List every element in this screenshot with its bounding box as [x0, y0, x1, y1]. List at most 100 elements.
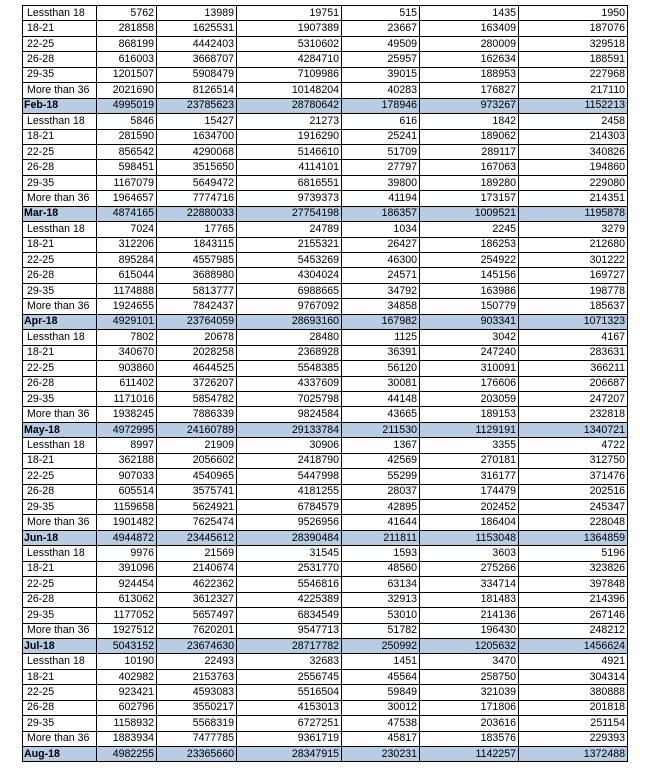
table-cell: 615044 — [96, 267, 157, 284]
table-cell: 26427 — [341, 236, 420, 254]
table-cell: 5447998 — [236, 468, 342, 485]
table-cell: 6834549 — [236, 607, 342, 624]
table-cell: 2418790 — [236, 452, 342, 470]
table-cell: 340826 — [518, 143, 628, 161]
table-cell: 202452 — [419, 498, 519, 516]
table-cell: 185637 — [518, 298, 628, 315]
table-cell: 36391 — [341, 344, 420, 362]
table-cell: 254922 — [419, 251, 519, 269]
age-group-label: 22-25 — [22, 684, 97, 701]
table-cell: 2140674 — [156, 560, 237, 578]
table-cell: 9739373 — [236, 190, 342, 207]
table-cell: 167063 — [419, 159, 519, 176]
table-row: 29-35 1177052 5657497 6834549 53010 214136 267… — [22, 607, 628, 624]
table-cell: 2458 — [518, 113, 628, 130]
age-group-data-table: Lessthan 18 5762 13989 19751 515 1435 1950 18-2… — [22, 4, 628, 763]
table-cell: 1171016 — [96, 390, 157, 408]
table-cell: 39015 — [341, 66, 420, 84]
table-cell: 167982 — [341, 313, 420, 331]
table-cell: 5196 — [518, 545, 628, 562]
table-cell: 6988665 — [236, 282, 342, 300]
age-group-label: 26-28 — [22, 375, 97, 392]
table-cell: 51709 — [341, 143, 420, 161]
table-cell: 41194 — [341, 190, 420, 207]
table-row: 18-21 312206 1843115 2155321 26427 186253 2126… — [22, 236, 628, 254]
table-cell: 301222 — [518, 251, 628, 269]
age-group-label: More than 36 — [22, 406, 97, 423]
table-cell: 186404 — [419, 514, 519, 531]
table-cell: 145156 — [419, 267, 519, 284]
table-cell: 28347915 — [236, 745, 342, 763]
age-group-label: More than 36 — [22, 622, 97, 639]
table-cell: 23785623 — [156, 97, 237, 115]
month-label: Mar-18 — [22, 205, 97, 223]
table-cell: 162634 — [419, 51, 519, 68]
table-cell: 895284 — [96, 251, 157, 269]
table-cell: 4114101 — [236, 159, 342, 176]
month-label: Jun-18 — [22, 529, 97, 547]
table-cell: 3612327 — [156, 591, 237, 609]
table-cell: 27797 — [341, 159, 420, 176]
table-cell: 4290068 — [156, 143, 237, 161]
table-cell: 1451 — [341, 653, 420, 670]
table-cell: 5548385 — [236, 360, 342, 377]
table-cell: 176827 — [419, 82, 519, 99]
table-cell: 13989 — [156, 4, 237, 22]
table-cell: 1125 — [341, 329, 420, 346]
table-cell: 1907389 — [236, 20, 342, 37]
table-cell: 15427 — [156, 113, 237, 130]
table-cell: 1152213 — [518, 97, 628, 115]
table-cell: 270181 — [419, 452, 519, 470]
table-cell: 7025798 — [236, 390, 342, 408]
age-group-label: 26-28 — [22, 51, 97, 68]
table-cell: 340670 — [96, 344, 157, 362]
table-cell: 7620201 — [156, 622, 237, 639]
table-row: 26-28 613062 3612327 4225389 32913 181483 2143… — [22, 591, 628, 609]
table-cell: 391096 — [96, 560, 157, 578]
table-cell: 214351 — [518, 190, 628, 207]
age-group-label: 29-35 — [22, 282, 97, 300]
table-cell: 24789 — [236, 221, 342, 238]
table-cell: 7802 — [96, 329, 157, 346]
table-cell: 321039 — [419, 684, 519, 701]
table-cell: 45817 — [341, 730, 420, 748]
table-cell: 903341 — [419, 313, 519, 331]
table-cell: 20678 — [156, 329, 237, 346]
table-cell: 23764059 — [156, 313, 237, 331]
table-row: 22-25 923421 4593083 5516504 59849 321039 3808… — [22, 684, 628, 701]
table-cell: 2368928 — [236, 344, 342, 362]
table-cell: 186253 — [419, 236, 519, 254]
table-cell: 214303 — [518, 128, 628, 145]
table-cell: 402982 — [96, 668, 157, 686]
table-cell: 22880033 — [156, 205, 237, 223]
month-label: Apr-18 — [22, 313, 97, 331]
table-cell: 189280 — [419, 174, 519, 192]
table-cell: 5516504 — [236, 684, 342, 701]
table-cell: 323826 — [518, 560, 628, 578]
age-group-label: Lessthan 18 — [22, 653, 97, 670]
table-cell: 1174888 — [96, 282, 157, 300]
table-cell: 605514 — [96, 483, 157, 501]
table-row: 26-28 602796 3550217 4153013 30012 171806 2018… — [22, 699, 628, 717]
table-cell: 32683 — [236, 653, 342, 670]
table-cell: 5908479 — [156, 66, 237, 84]
table-cell: 602796 — [96, 699, 157, 717]
age-group-label: More than 36 — [22, 298, 97, 315]
table-cell: 56120 — [341, 360, 420, 377]
age-group-label: Lessthan 18 — [22, 113, 97, 130]
table-cell: 4593083 — [156, 684, 237, 701]
table-row: 18-21 391096 2140674 2531770 48560 275266 3238… — [22, 560, 628, 578]
table-cell: 7024 — [96, 221, 157, 238]
table-cell: 4225389 — [236, 591, 342, 609]
table-cell: 1158932 — [96, 715, 157, 732]
table-cell: 248212 — [518, 622, 628, 639]
table-row: 18-21 281858 1625531 1907389 23667 163409 1870… — [22, 20, 628, 37]
table-cell: 613062 — [96, 591, 157, 609]
table-cell: 5546816 — [236, 576, 342, 593]
age-group-label: 22-25 — [22, 251, 97, 269]
table-cell: 2531770 — [236, 560, 342, 578]
table-cell: 312750 — [518, 452, 628, 470]
age-group-label: 29-35 — [22, 498, 97, 516]
table-cell: 5624921 — [156, 498, 237, 516]
table-cell: 28480 — [236, 329, 342, 346]
